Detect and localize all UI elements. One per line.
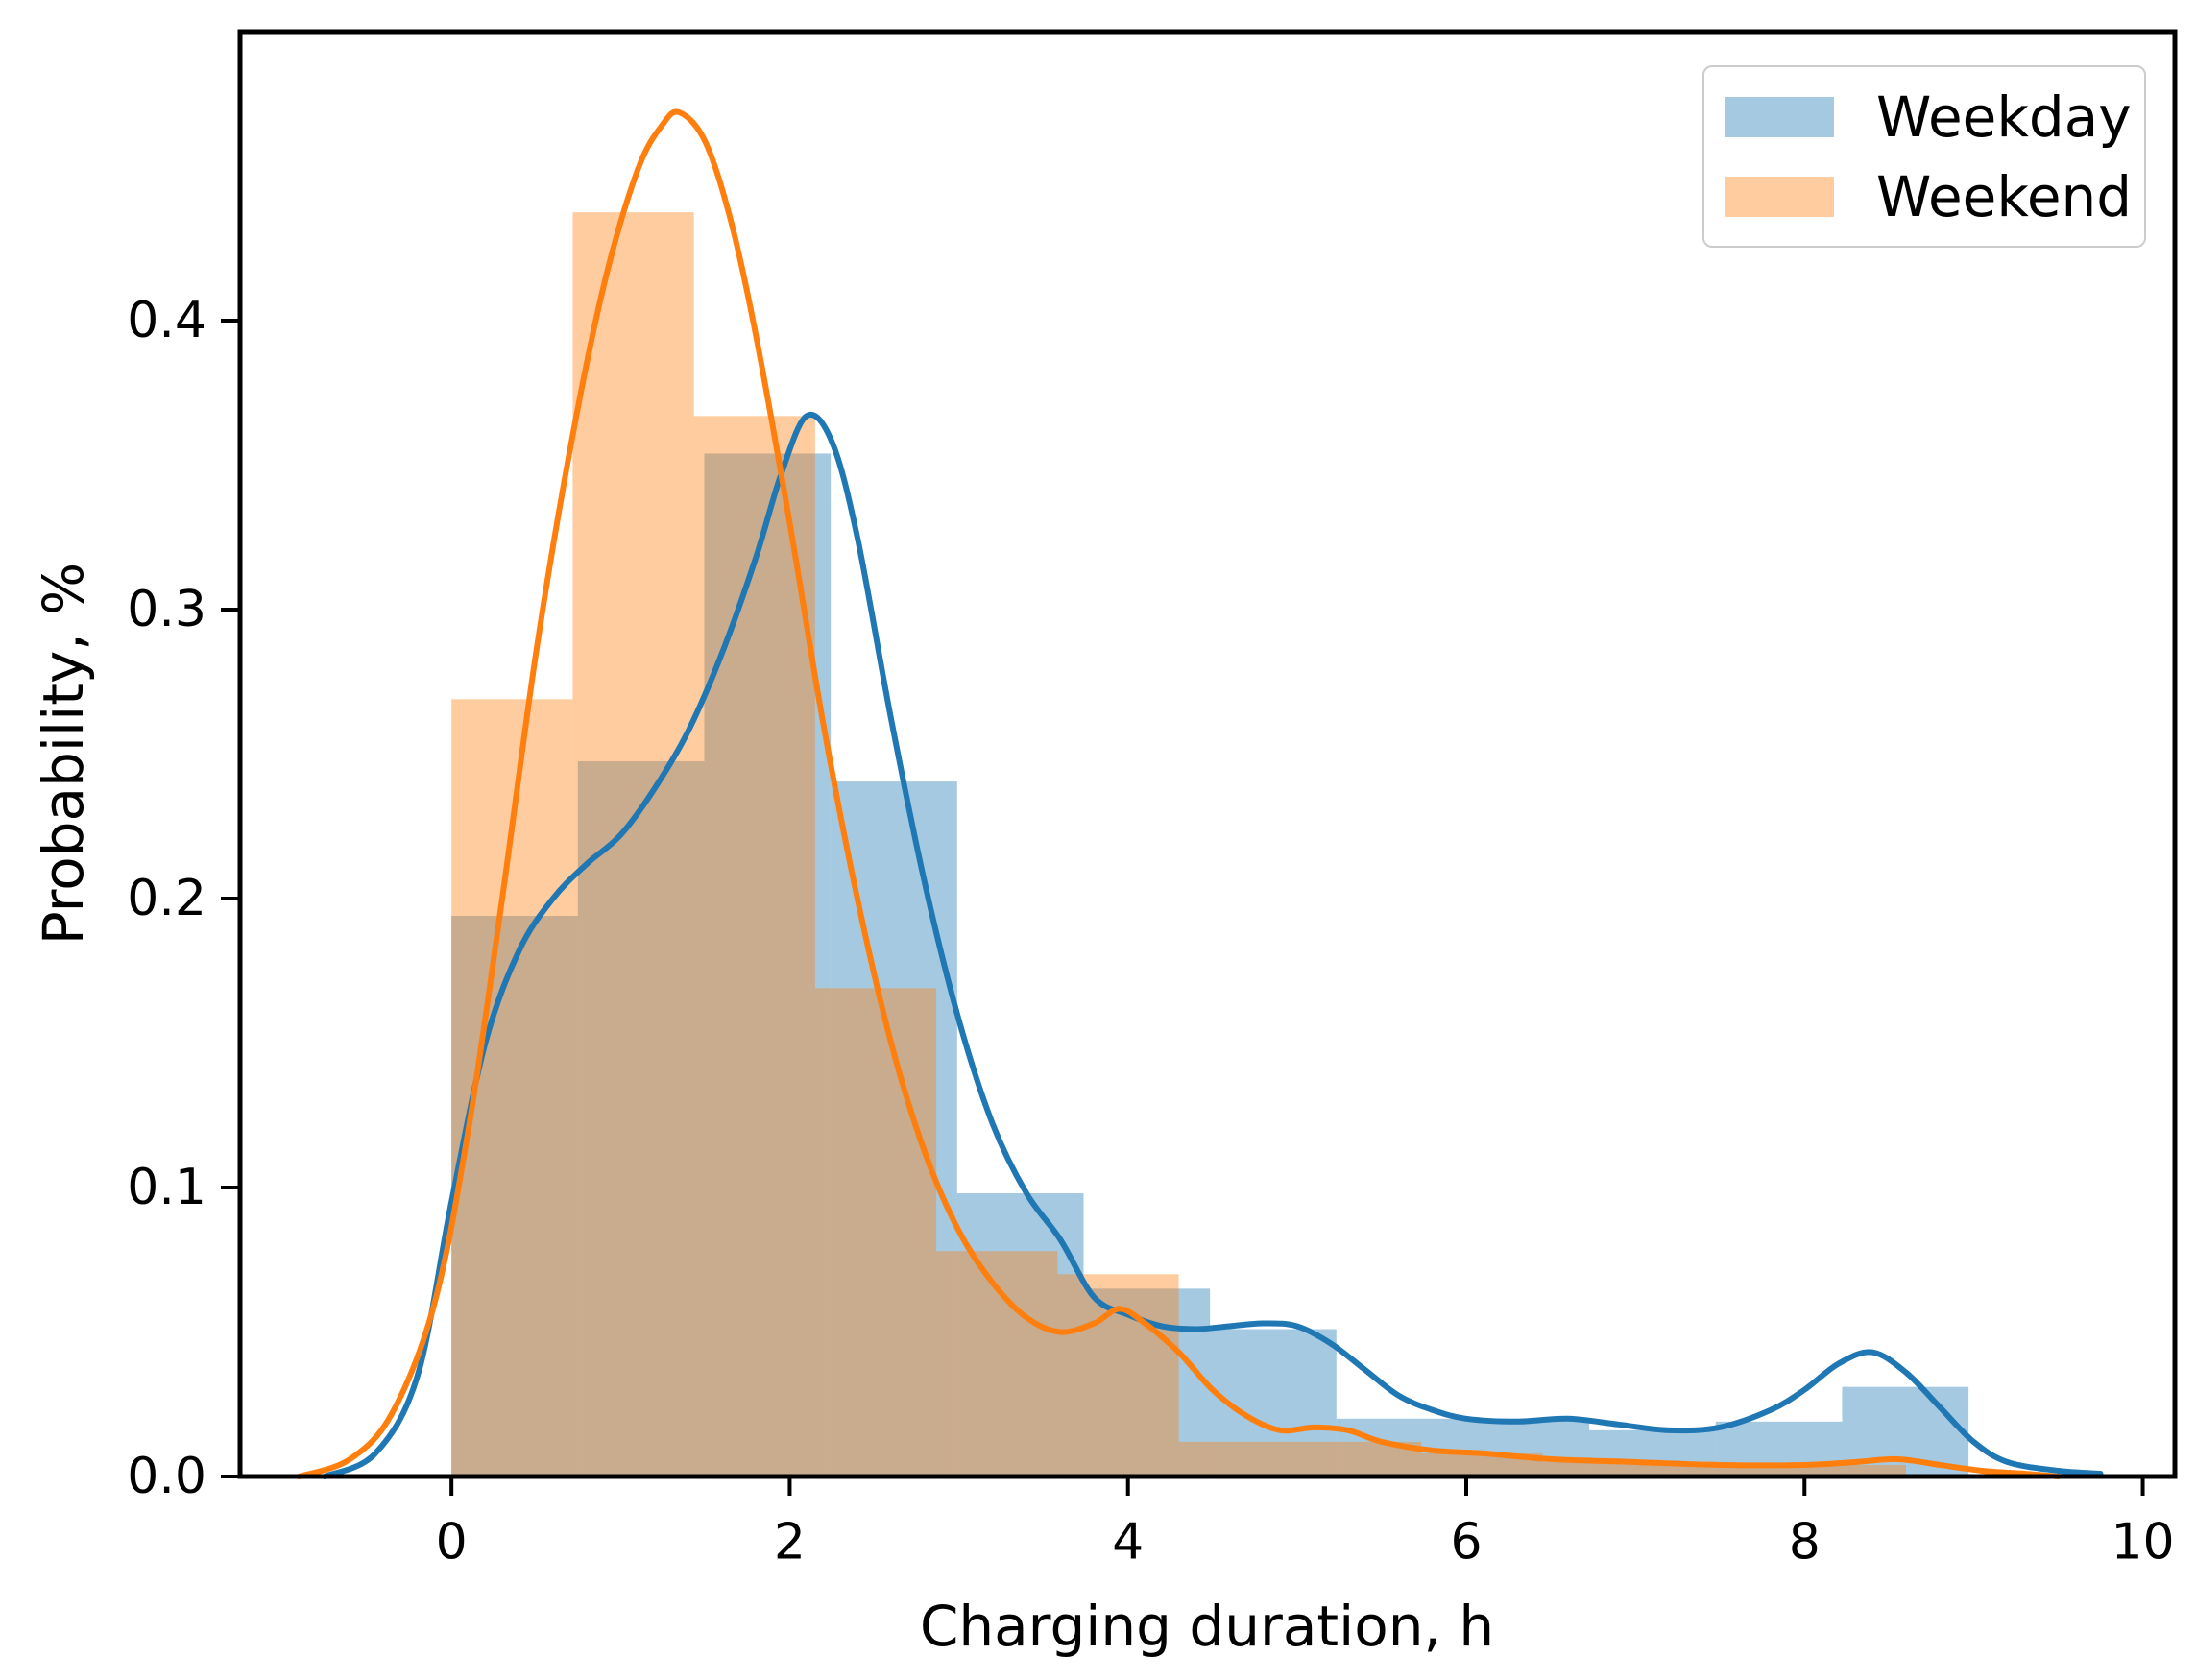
hist-bar-weekend (1178, 1441, 1300, 1476)
legend-label-weekday: Weekday (1876, 84, 2132, 150)
hist-bar-weekday (577, 761, 705, 1476)
legend-swatch-weekend (1725, 176, 1834, 217)
x-axis-label: Charging duration, h (919, 1594, 1495, 1659)
y-axis-label: Probability, % (31, 562, 96, 946)
x-tick-label: 6 (1450, 1514, 1482, 1572)
hist-bar-weekend (693, 416, 815, 1477)
plot-border (237, 29, 2178, 1479)
kde-line-weekday (322, 412, 2104, 1479)
legend-swatch-weekday (1725, 96, 1834, 137)
y-tick-label: 0.1 (127, 1159, 206, 1216)
hist-bar-weekend (814, 988, 937, 1476)
hist-bar-weekday (1462, 1418, 1590, 1476)
hist-bar-weekend (572, 212, 694, 1476)
kde-line-weekend (296, 108, 2062, 1479)
hist-bar-weekday (831, 781, 957, 1476)
hist-bar-weekday (451, 916, 578, 1476)
legend-entry-weekday: Weekday (1725, 89, 2144, 145)
hist-bar-weekend (1784, 1464, 1906, 1476)
y-tick-label: 0.0 (127, 1448, 206, 1505)
hist-bar-weekend (1057, 1274, 1179, 1476)
x-tick-label: 10 (2111, 1514, 2174, 1572)
y-tick-label: 0.4 (127, 292, 206, 349)
x-tick-label: 8 (1789, 1514, 1821, 1572)
x-tick-label: 2 (774, 1514, 806, 1572)
legend-label-weekend: Weekend (1876, 163, 2133, 229)
hist-bar-weekday (704, 453, 832, 1477)
y-tick-label: 0.3 (127, 581, 206, 638)
hist-bar-weekday (1589, 1429, 1716, 1476)
legend: Weekday Weekend (1702, 65, 2146, 248)
x-tick-label: 0 (436, 1514, 468, 1572)
legend-entry-weekend: Weekend (1725, 169, 2144, 225)
x-tick-label: 4 (1112, 1514, 1144, 1572)
hist-bar-weekend (1542, 1461, 1664, 1476)
y-tick-label: 0.2 (127, 870, 206, 927)
